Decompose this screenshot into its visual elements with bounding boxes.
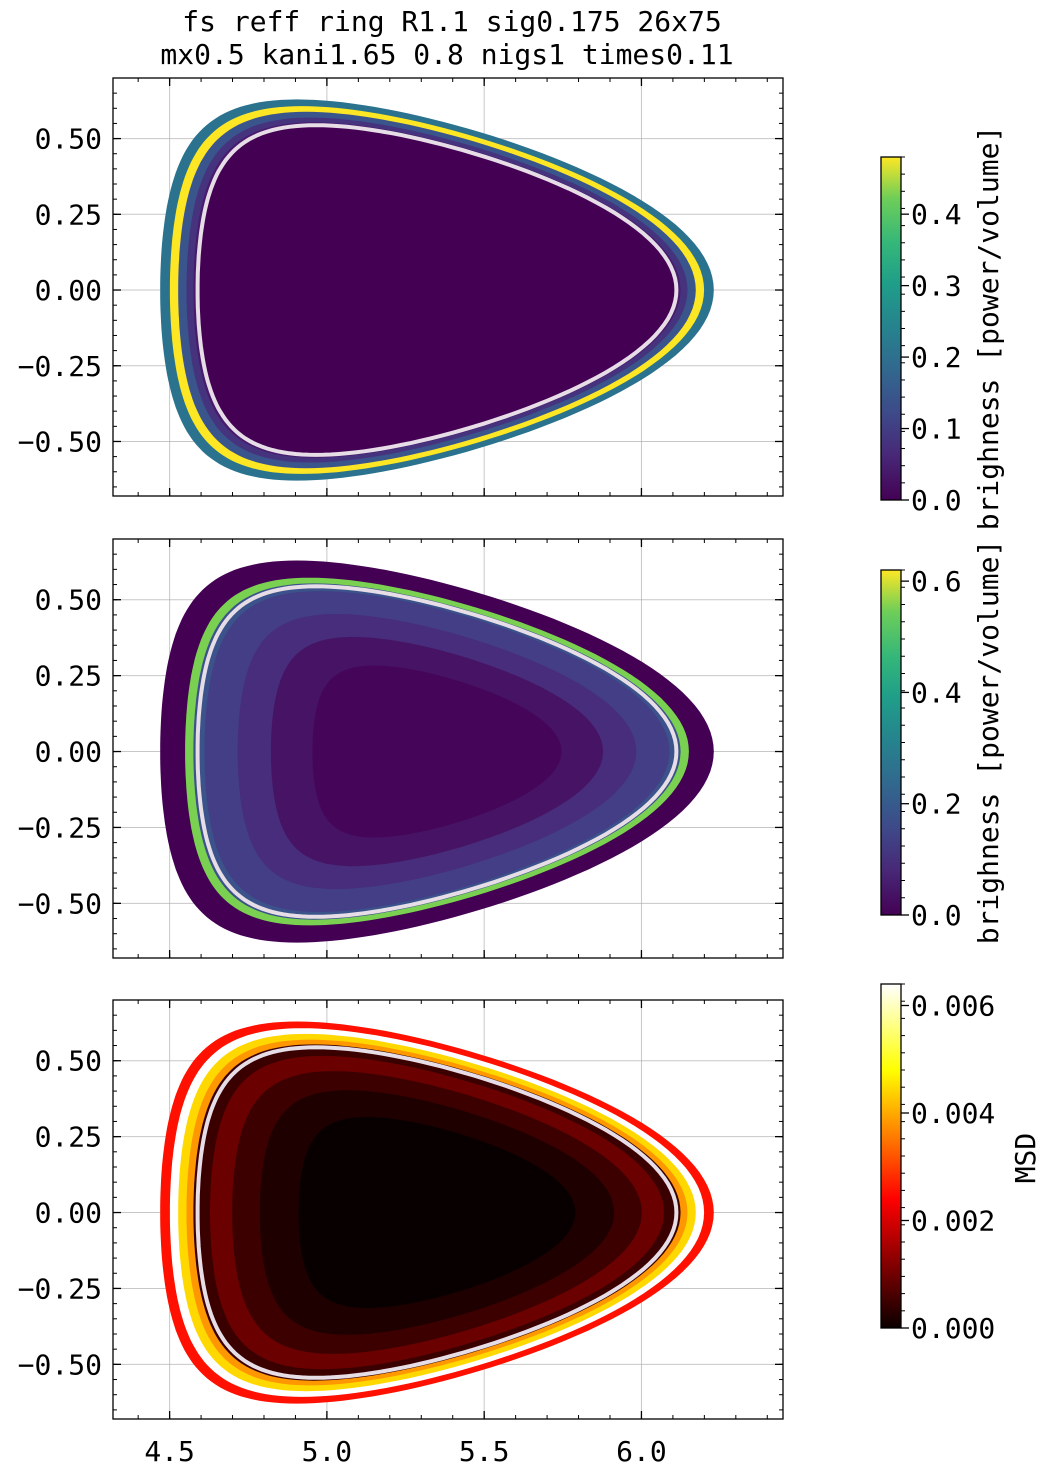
y-tick-label: −0.25: [18, 811, 102, 844]
y-tick-label: 0.50: [35, 584, 102, 617]
colorbar-tick-label: 0.2: [911, 341, 962, 374]
colorbar-tick-label: 0.2: [911, 788, 962, 821]
y-tick-label: 0.50: [35, 1045, 102, 1078]
y-tick-label: 0.25: [35, 1121, 102, 1154]
emission-rings: [160, 99, 714, 481]
y-tick-label: 0.50: [35, 123, 102, 156]
colorbar-tick-label: 0.3: [911, 270, 962, 303]
separatrix-contour: [195, 584, 679, 919]
y-tick-label: −0.50: [18, 1348, 102, 1381]
y-tick-label: 0.25: [35, 660, 102, 693]
top-panel: 0.50 0.25 0.00 −0.25 −0.50: [18, 77, 784, 497]
middle-colorbar: 0.0 0.2 0.4 0.6 brighness [power/volume]: [880, 540, 1005, 945]
y-tick-label: −0.50: [18, 425, 102, 458]
colorbar-tick-label: 0.0: [911, 484, 962, 517]
colorbar-tick-label: 0.4: [911, 676, 962, 709]
y-tick-label: −0.25: [18, 350, 102, 383]
y-tick-label: 0.00: [35, 736, 102, 769]
colorbar-tick-label: 0.1: [911, 413, 962, 446]
colorbar-gradient: [880, 569, 902, 916]
colorbar-tick-label: 0.004: [911, 1097, 995, 1130]
y-tick-label: −0.50: [18, 887, 102, 920]
y-tick-label: −0.25: [18, 1272, 102, 1305]
y-tick-label: 0.25: [35, 198, 102, 231]
colorbar-tick-label: 0.0: [911, 899, 962, 932]
colorbar-tick-label: 0.006: [911, 990, 995, 1023]
colorbar-tick-label: 0.4: [911, 198, 962, 231]
colorbar-label: brighness [power/volume]: [972, 126, 1005, 531]
colorbar-tick-label: 0.002: [911, 1205, 995, 1238]
axes-frame: [112, 77, 784, 497]
colorbar-label: MSD: [1009, 1133, 1042, 1184]
colorbar-tick-label: 0.6: [911, 565, 962, 598]
colorbar-label: brighness [power/volume]: [972, 540, 1005, 945]
colorbar-tick-label: 0.000: [911, 1312, 995, 1345]
colorbar-gradient: [880, 156, 902, 501]
ring-6: [312, 665, 562, 838]
bottom-panel: 4.5 5.0 5.5 6.0 0.50 0.25 0.00 −0.25 −0.50: [18, 999, 784, 1468]
x-tick-label: 6.0: [616, 1435, 667, 1468]
colorbar-gradient: [880, 983, 902, 1329]
x-tick-label: 4.5: [144, 1435, 195, 1468]
axes-frame: [112, 999, 784, 1420]
ring-5: [198, 126, 675, 454]
chart-title-line-1: fs reff ring R1.1 sig0.175 26x75: [182, 5, 721, 38]
chart-title-line-2: mx0.5 kani1.65 0.8 nigs1 times0.11: [160, 38, 733, 71]
y-tick-label: 0.00: [35, 1197, 102, 1230]
ring-8: [298, 1117, 576, 1309]
middle-panel: 0.50 0.25 0.00 −0.25 −0.50: [18, 538, 784, 959]
separatrix-contour: [195, 1045, 679, 1380]
top-colorbar: 0.0 0.1 0.2 0.3 0.4 brighness [power/volume]: [880, 126, 1005, 531]
bottom-colorbar: 0.000 0.002 0.004 0.006 MSD: [880, 983, 1042, 1345]
axes-frame: [112, 538, 784, 959]
x-tick-label: 5.5: [459, 1435, 510, 1468]
y-tick-label: 0.00: [35, 274, 102, 307]
emission-rings: [160, 1021, 714, 1404]
x-tick-label: 5.0: [302, 1435, 353, 1468]
separatrix-contour: [195, 123, 679, 457]
emission-rings: [160, 560, 714, 943]
